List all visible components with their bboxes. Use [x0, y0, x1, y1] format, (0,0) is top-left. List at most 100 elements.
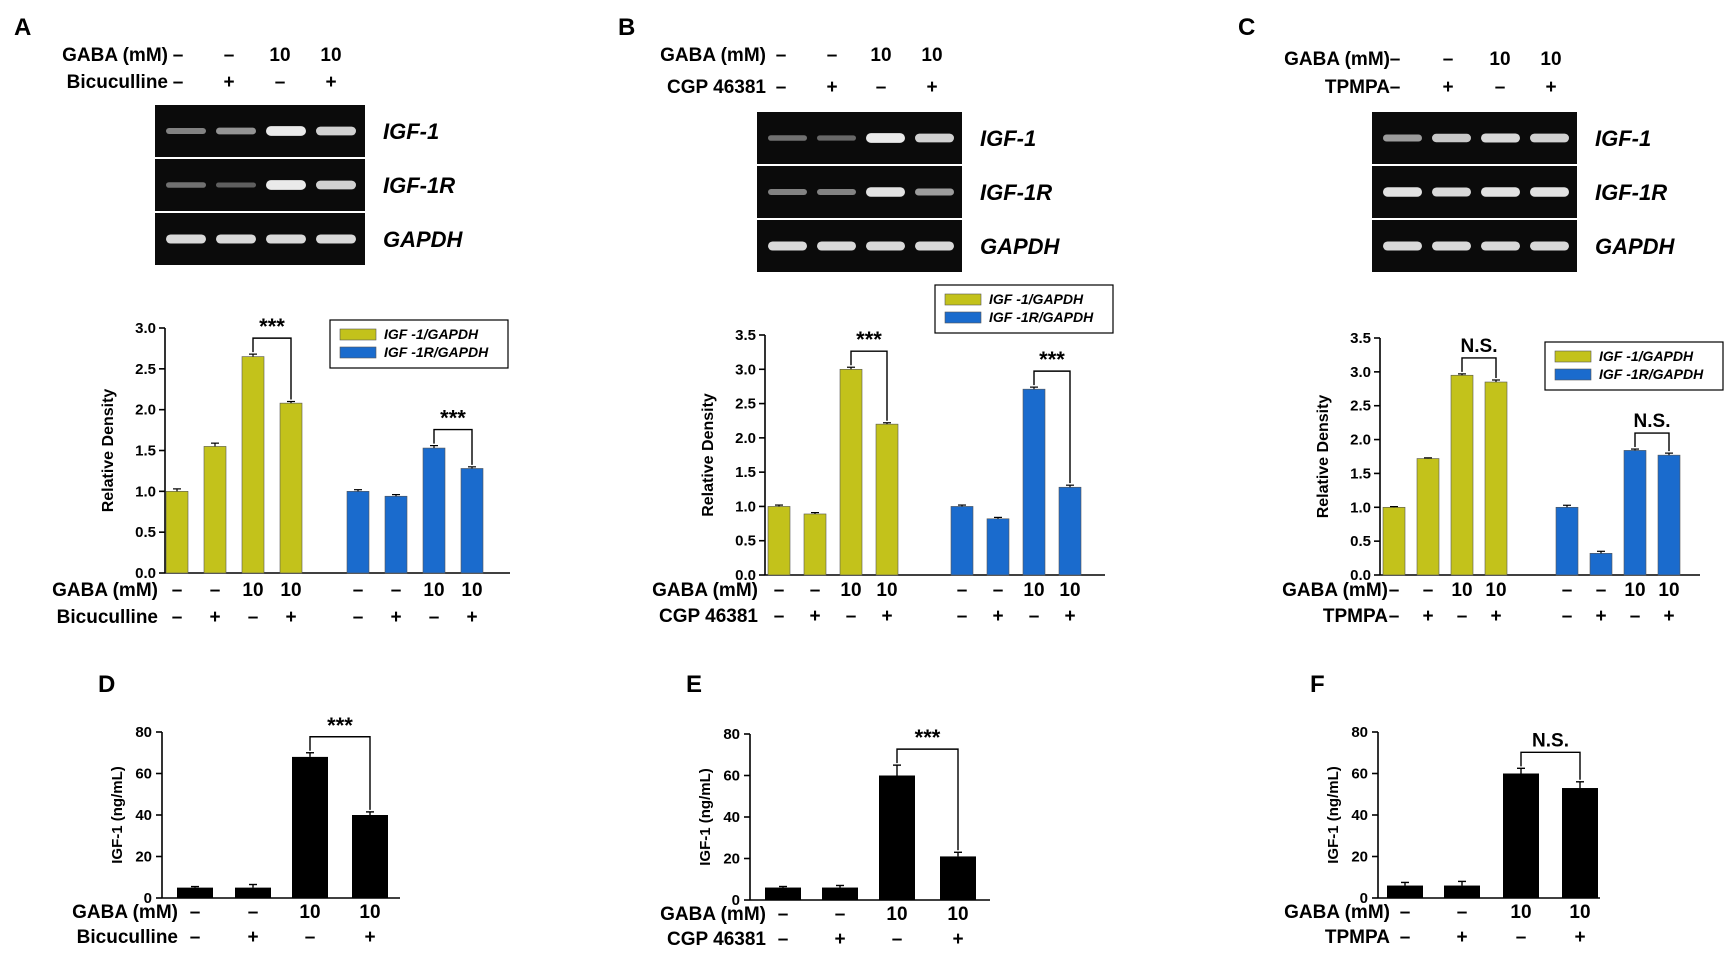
gel-band	[1383, 241, 1422, 251]
y-tick-label: 1.5	[1350, 465, 1371, 482]
panel-e: E 0 20 40 60 80 IGF-1 (ng/mL) *** GABA (mM) CGP 4…	[660, 671, 990, 950]
gel-band	[1481, 133, 1520, 143]
antagonist-row-label: CGP 46381	[667, 77, 766, 98]
gaba-value: –	[1400, 902, 1411, 923]
gaba-value: 10	[1510, 902, 1531, 923]
chart-antagonist-row-label: CGP 46381	[659, 606, 758, 627]
chart-gaba-value: 10	[840, 580, 861, 601]
significance-bracket	[433, 428, 473, 465]
chart-antagonist-value: +	[1422, 606, 1433, 627]
y-tick-label: 1.5	[135, 443, 156, 460]
gene-label: IGF-1	[1595, 126, 1651, 151]
gaba-value: –	[224, 45, 235, 66]
y-tick-label: 40	[135, 807, 152, 824]
chart-antagonist-value: +	[881, 606, 892, 627]
y-axis-label: IGF-1 (ng/mL)	[109, 766, 126, 864]
y-axis-label: Relative Density	[700, 393, 717, 517]
gel-band	[1432, 187, 1471, 197]
antagonist-value: –	[892, 929, 903, 950]
bar-igf1r	[986, 518, 1010, 576]
gene-label: IGF-1R	[1595, 180, 1667, 205]
bar-igf1r	[1022, 388, 1046, 576]
antagonist-value: –	[1516, 927, 1527, 948]
chart-gaba-value: 10	[876, 580, 897, 601]
y-tick-label: 3.5	[735, 327, 756, 344]
significance-bracket	[1461, 357, 1497, 378]
bar-igf1r	[346, 491, 370, 574]
legend-swatch	[944, 293, 982, 306]
antagonist-value: –	[275, 72, 286, 93]
gaba-value: 10	[1489, 49, 1510, 70]
chart-gaba-value: –	[1423, 580, 1434, 601]
significance-label: ***	[440, 406, 466, 431]
gel-band	[1530, 241, 1569, 251]
legend-swatch	[1554, 368, 1592, 381]
antagonist-value: +	[826, 77, 837, 98]
antagonist-value: +	[247, 927, 258, 948]
antagonist-value: +	[364, 927, 375, 948]
legend	[934, 284, 1114, 334]
chart-antagonist-value: +	[1663, 606, 1674, 627]
y-tick-label: 60	[723, 768, 740, 785]
significance-label: ***	[1039, 347, 1065, 372]
chart-antagonist-value: +	[285, 607, 296, 628]
bar-igf1	[803, 513, 827, 576]
gaba-value: 10	[269, 45, 290, 66]
significance-label: ***	[915, 725, 941, 750]
elisa-bar	[292, 756, 328, 898]
y-tick-label: 80	[1351, 724, 1368, 741]
y-tick-label: 3.5	[1350, 330, 1371, 347]
elisa-bar	[1387, 885, 1423, 898]
gaba-row-label: GABA (mM)	[1284, 902, 1390, 923]
legend-entry: IGF -1R/GAPDH	[384, 344, 489, 360]
panel-d: D 0 20 40 60 80 IGF-1 (ng/mL) *** GABA (mM) Bicuc…	[72, 671, 400, 948]
chart-antagonist-value: –	[429, 607, 440, 628]
chart-gaba-value: 10	[461, 580, 482, 601]
gel-band	[1530, 187, 1569, 197]
significance-bracket	[896, 748, 959, 851]
chart-antagonist-value: +	[390, 607, 401, 628]
antagonist-value: +	[1574, 927, 1585, 948]
gel-band	[817, 241, 856, 251]
elisa-bar	[822, 887, 858, 900]
y-tick-label: 80	[135, 724, 152, 741]
chart-antagonist-value: –	[1457, 606, 1468, 627]
chart-antagonist-row-label: Bicuculline	[57, 607, 158, 628]
significance-bracket	[309, 736, 371, 810]
gel-band	[266, 234, 306, 244]
gel-band	[768, 135, 807, 141]
antagonist-value: +	[223, 72, 234, 93]
antagonist-row-label: Bicuculline	[67, 72, 168, 93]
significance-bracket	[850, 350, 888, 421]
y-tick-label: 0.5	[735, 533, 756, 550]
gel-band	[316, 126, 356, 136]
bar-igf1r	[422, 447, 446, 574]
bar-igf1	[165, 491, 189, 574]
panel-label: A	[14, 14, 31, 41]
gel-band	[316, 180, 356, 190]
gene-label: IGF-1R	[980, 180, 1052, 205]
panel-label: C	[1238, 14, 1255, 41]
gel-band	[1481, 187, 1520, 197]
gel-band	[915, 133, 954, 143]
antagonist-value: –	[305, 927, 316, 948]
y-axis-label: Relative Density	[1315, 395, 1332, 519]
significance-bracket	[1033, 370, 1071, 484]
bar-igf1r	[384, 495, 408, 574]
gel-band	[166, 182, 206, 188]
y-tick-label: 60	[135, 766, 152, 783]
significance-label: ***	[856, 327, 882, 352]
antagonist-value: –	[876, 77, 887, 98]
legend-swatch	[944, 311, 982, 324]
bar-igf1r	[1555, 506, 1579, 576]
gel-band	[866, 133, 905, 143]
chart-gaba-value: –	[172, 580, 183, 601]
gel-band	[866, 241, 905, 251]
elisa-bar	[352, 815, 388, 898]
gaba-value: 10	[921, 45, 942, 66]
gel-band	[266, 126, 306, 136]
bar-igf1r	[1623, 450, 1647, 576]
y-tick-label: 40	[723, 809, 740, 826]
gene-label: GAPDH	[1595, 234, 1676, 259]
